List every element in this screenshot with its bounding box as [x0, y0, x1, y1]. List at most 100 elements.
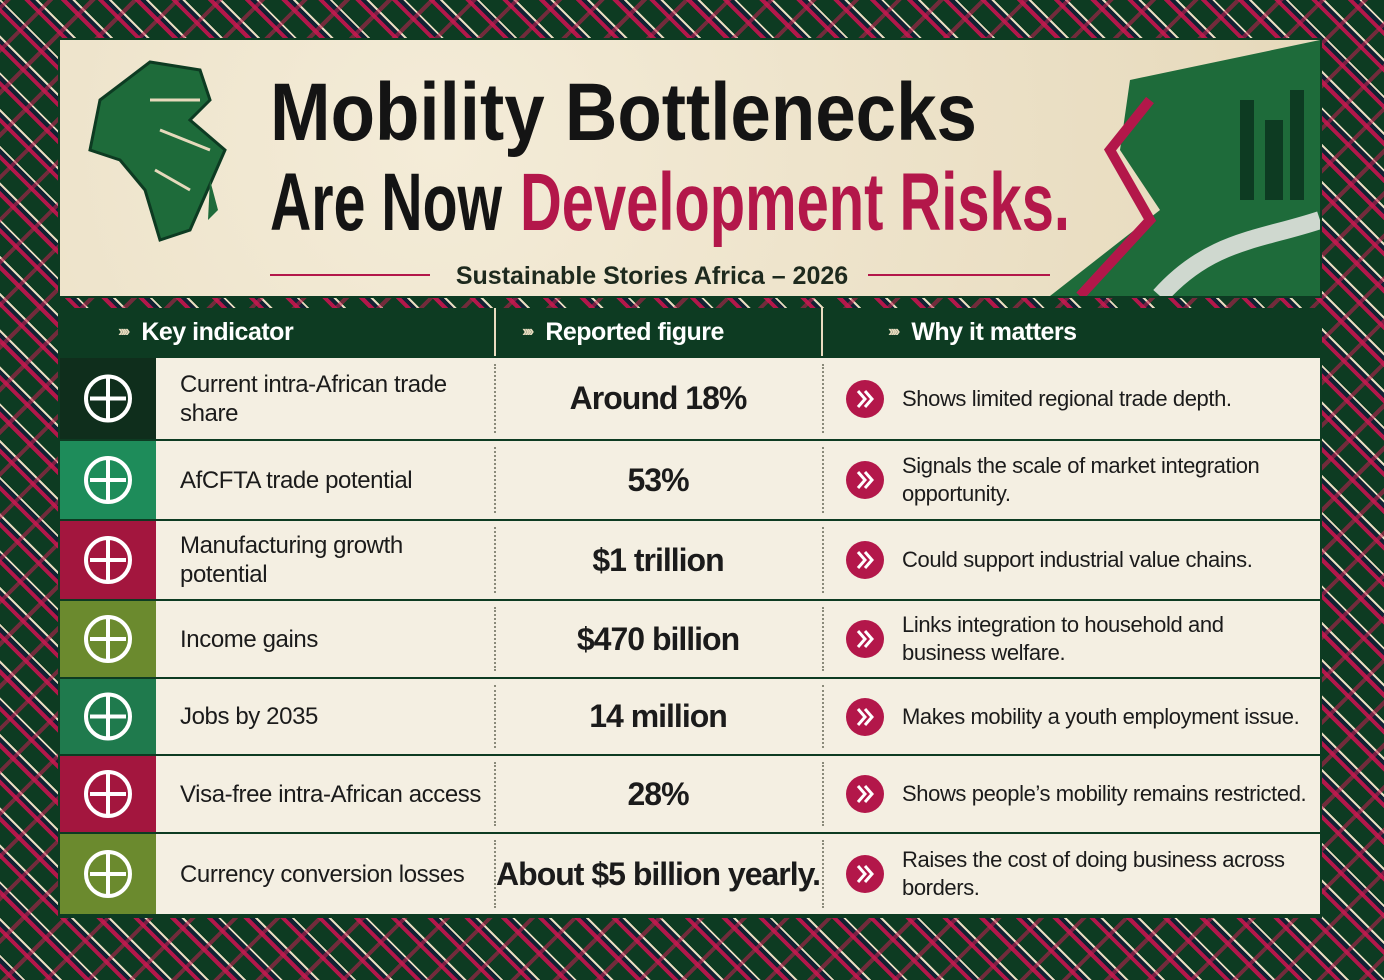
tower [1265, 120, 1283, 200]
chevrons [856, 389, 874, 408]
icon-glyph [84, 456, 132, 504]
row-icon [60, 601, 156, 677]
column-header: ›››› Key indicator [118, 308, 548, 356]
indicator: Current intra-African trade share [180, 370, 447, 427]
glyph [84, 692, 132, 741]
icon-glyph [84, 850, 132, 898]
indicator: Manufacturing growth potential [180, 532, 403, 588]
table-row: Currency conversion losses About $5 billi… [60, 834, 1320, 914]
why: Shows limited regional trade depth. [902, 385, 1232, 411]
glyph [84, 374, 132, 423]
chevrons [856, 551, 874, 569]
bullet [846, 541, 884, 579]
row-icon [60, 441, 156, 519]
chevron-icon [856, 785, 874, 803]
col-divider [822, 527, 824, 593]
row-icon [60, 679, 156, 754]
icon-glyph [84, 374, 132, 423]
col-divider [494, 685, 496, 748]
chevron-icon [856, 471, 874, 489]
chevron [1076, 96, 1157, 296]
table-row: Jobs by 2035 14 million Makes mobility a y… [60, 679, 1320, 754]
header-text: Why it matters [911, 317, 1077, 346]
table-row: AfCFTA trade potential 53% Signals the sca… [60, 441, 1320, 519]
bullet [846, 855, 884, 893]
figure: 28% [627, 775, 689, 812]
why: Raises the cost of doing business across… [902, 847, 1285, 900]
table-row: Income gains $470 billion Links integratio… [60, 601, 1320, 677]
road [1153, 211, 1320, 296]
figure: 14 million [589, 698, 728, 734]
col-divider [494, 527, 496, 593]
header: Mobility Bottlenecks Are Now Development… [58, 38, 1322, 298]
bullet [846, 461, 884, 499]
figure: $1 trillion [592, 541, 724, 578]
header-text: Key indicator [141, 317, 294, 346]
bullet [846, 379, 884, 418]
glyph [84, 770, 132, 818]
tower [1290, 90, 1304, 200]
chevrons [856, 785, 874, 803]
chevrons [856, 471, 874, 489]
chevrons [856, 630, 874, 648]
bullet [846, 620, 884, 658]
row-icon [60, 358, 156, 439]
col-divider [822, 840, 824, 908]
tower [1240, 100, 1254, 200]
figure: Around 18% [569, 380, 748, 416]
row-icon [60, 834, 156, 914]
why: Shows people’s mobility remains restrict… [902, 781, 1307, 806]
col-divider [822, 447, 824, 513]
column-header: ›››› Why it matters [888, 308, 1318, 356]
header-arrows: ›››› [888, 323, 900, 340]
indicator: Jobs by 2035 [180, 703, 318, 730]
glyph [84, 536, 132, 584]
map-pattern [150, 98, 211, 192]
chevron-icon [856, 707, 874, 726]
glyph [84, 850, 132, 898]
icon-glyph [84, 615, 132, 663]
row-icon [60, 521, 156, 599]
title-line1: Mobility Bottlenecks [270, 67, 977, 158]
col-divider [494, 308, 496, 356]
col-divider [494, 840, 496, 908]
header-arrows: ›››› [118, 323, 130, 340]
glyph [84, 456, 132, 504]
header-art: Mobility Bottlenecks Are Now Development… [88, 40, 1320, 296]
bullet [846, 775, 884, 813]
chevrons [856, 707, 874, 726]
table: ›››› Key indicator ›››› Reported figure ››››… [58, 308, 1322, 918]
why: Makes mobility a youth employment issue. [902, 703, 1300, 729]
indicator: Visa-free intra-African access [180, 780, 482, 808]
chevron-icon [856, 389, 874, 408]
figure: $470 billion [576, 620, 740, 657]
bullet [846, 697, 884, 736]
chevron-icon [856, 865, 874, 883]
col-divider [494, 762, 496, 826]
subtitle: Sustainable Stories Africa – 2026 [456, 262, 848, 290]
indicator: AfCFTA trade potential [180, 466, 413, 494]
col-divider [822, 685, 824, 748]
icon-glyph [84, 692, 132, 741]
indicator: Income gains [180, 625, 318, 653]
why: Signals the scale of market integration … [902, 453, 1260, 506]
column-header: ›››› Reported figure [508, 308, 832, 356]
col-divider [494, 447, 496, 513]
why: Links integration to household and busin… [902, 612, 1224, 665]
glyph [84, 615, 132, 663]
col-divider [821, 308, 823, 356]
figure: About $5 billion yearly. [496, 855, 821, 892]
chevrons [856, 865, 874, 883]
table-row: Visa-free intra-African access 28% Shows p… [60, 756, 1320, 832]
col-divider [822, 607, 824, 671]
col-divider [494, 364, 496, 433]
title-line2-dark: Are Now [270, 157, 502, 248]
header-arrows: ›››› [522, 323, 534, 340]
row-icon [60, 756, 156, 832]
indicator: Currency conversion losses [180, 860, 465, 888]
chevron-icon [856, 551, 874, 569]
chevron-icon [856, 630, 874, 648]
table-row: Current intra-African trade share Around … [60, 358, 1320, 439]
figure: 53% [627, 461, 689, 498]
